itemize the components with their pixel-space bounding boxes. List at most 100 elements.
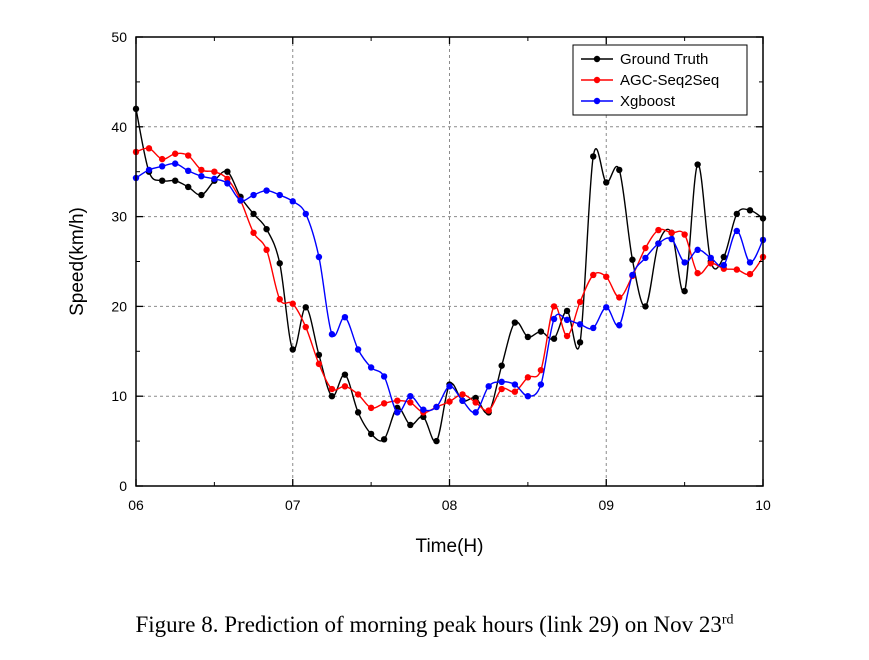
data-point-ground-truth: [158, 177, 166, 184]
y-tick-label: 10: [111, 388, 127, 404]
legend-swatch-marker-agc-seq2seq: [593, 76, 601, 84]
data-point-agc-seq2seq: [642, 244, 649, 252]
data-point-xgboost: [668, 235, 675, 243]
data-point-agc-seq2seq: [367, 404, 375, 412]
y-tick-label: 20: [111, 298, 127, 314]
data-point-xgboost: [563, 316, 571, 324]
data-point-agc-seq2seq: [224, 175, 231, 183]
data-point-xgboost: [524, 393, 532, 400]
data-point-xgboost: [315, 253, 323, 261]
data-point-xgboost: [681, 259, 688, 266]
data-point-ground-truth: [616, 166, 623, 174]
data-point-xgboost: [354, 346, 362, 353]
data-point-agc-seq2seq: [603, 273, 610, 280]
series-layer: [132, 105, 767, 445]
data-point-ground-truth: [694, 161, 701, 168]
data-point-xgboost: [407, 393, 414, 400]
data-point-ground-truth: [250, 210, 257, 218]
data-point-agc-seq2seq: [145, 145, 153, 152]
x-axis-label: Time(H): [416, 536, 484, 557]
data-point-xgboost: [485, 383, 492, 390]
data-point-agc-seq2seq: [250, 229, 257, 236]
data-point-ground-truth: [198, 191, 205, 199]
data-point-ground-truth: [550, 335, 558, 342]
data-point-xgboost: [302, 210, 309, 218]
line-chart: 06 07 08 09 10 0 10 20 30 40 50 Time(H) Speed(km/h…: [67, 29, 771, 557]
data-point-xgboost: [446, 383, 453, 390]
data-point-agc-seq2seq: [511, 388, 519, 395]
legend-label-xgboost: Xgboost: [620, 93, 676, 110]
data-point-xgboost: [250, 191, 257, 199]
data-point-xgboost: [616, 322, 623, 329]
data-point-ground-truth: [328, 393, 336, 400]
data-point-ground-truth: [498, 362, 505, 369]
y-tick-label: 30: [111, 209, 127, 225]
data-point-ground-truth: [629, 256, 636, 263]
data-point-agc-seq2seq: [459, 391, 466, 398]
data-point-ground-truth: [720, 253, 728, 261]
caption-superscript: rd: [721, 612, 734, 628]
data-point-agc-seq2seq: [733, 266, 741, 273]
data-point-agc-seq2seq: [655, 226, 662, 234]
data-point-ground-truth: [603, 179, 610, 186]
data-point-xgboost: [237, 197, 244, 204]
data-point-xgboost: [158, 163, 166, 170]
x-tick-label: 07: [285, 497, 301, 513]
data-point-ground-truth: [315, 351, 323, 359]
data-point-xgboost: [576, 321, 584, 328]
data-point-xgboost: [472, 409, 479, 416]
data-point-xgboost: [380, 373, 388, 380]
data-point-agc-seq2seq: [184, 152, 192, 159]
data-point-xgboost: [746, 259, 754, 266]
data-point-agc-seq2seq: [394, 397, 401, 404]
data-point-ground-truth: [590, 153, 597, 160]
y-tick-label: 40: [111, 119, 127, 135]
data-point-xgboost: [328, 331, 336, 338]
data-point-ground-truth: [420, 413, 427, 421]
data-point-xgboost: [707, 254, 715, 262]
data-point-agc-seq2seq: [694, 269, 701, 277]
data-point-xgboost: [224, 180, 231, 187]
x-tick-label: 08: [442, 497, 458, 513]
legend-label-agc-seq2seq: AGC-Seq2Seq: [620, 72, 719, 89]
data-point-xgboost: [433, 403, 440, 411]
data-point-agc-seq2seq: [472, 399, 479, 406]
data-point-agc-seq2seq: [211, 168, 218, 175]
data-point-xgboost: [603, 304, 610, 311]
data-point-xgboost: [211, 175, 218, 183]
legend: Ground Truth AGC-Seq2Seq Xgboost: [572, 44, 748, 116]
data-point-xgboost: [145, 166, 153, 174]
data-point-xgboost: [720, 261, 728, 269]
y-tick-label: 0: [119, 478, 127, 494]
data-point-ground-truth: [642, 303, 649, 310]
data-point-ground-truth: [276, 260, 283, 267]
data-point-xgboost: [459, 397, 466, 404]
legend-swatch-marker-ground-truth: [593, 55, 601, 63]
data-point-agc-seq2seq: [590, 271, 597, 279]
data-point-xgboost: [550, 315, 558, 323]
data-point-xgboost: [198, 172, 205, 180]
series-xgboost: [132, 160, 767, 416]
data-point-agc-seq2seq: [171, 150, 179, 157]
data-point-xgboost: [629, 271, 636, 279]
data-point-agc-seq2seq: [537, 366, 545, 374]
data-point-ground-truth: [341, 371, 349, 378]
data-point-agc-seq2seq: [315, 360, 323, 368]
data-point-xgboost: [420, 406, 427, 413]
data-point-ground-truth: [576, 339, 584, 346]
figure-caption: Figure 8. Prediction of morning peak hou…: [0, 612, 869, 638]
data-point-xgboost: [367, 364, 375, 371]
legend-label-ground-truth: Ground Truth: [620, 51, 708, 68]
data-point-agc-seq2seq: [341, 383, 349, 390]
data-point-xgboost: [537, 381, 545, 388]
data-point-ground-truth: [563, 307, 571, 315]
data-point-agc-seq2seq: [354, 391, 362, 398]
caption-text: Figure 8. Prediction of morning peak hou…: [135, 612, 722, 637]
data-point-agc-seq2seq: [158, 155, 166, 163]
data-point-agc-seq2seq: [302, 323, 309, 331]
data-point-ground-truth: [171, 177, 179, 184]
x-tick-label: 09: [598, 497, 614, 513]
data-point-xgboost: [263, 187, 270, 194]
x-tick-label: 06: [128, 497, 144, 513]
data-point-agc-seq2seq: [198, 166, 205, 174]
